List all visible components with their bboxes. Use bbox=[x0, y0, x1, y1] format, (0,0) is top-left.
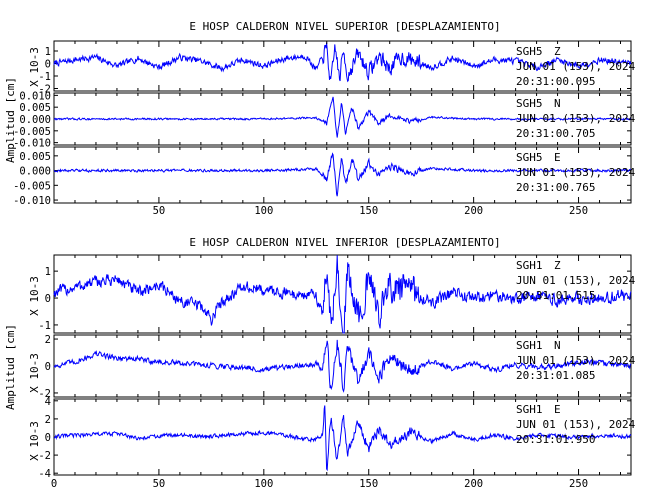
y-tick-label: -2 bbox=[38, 388, 51, 400]
record-time: 20:31:00.095 bbox=[516, 75, 595, 88]
y-tick-label: -0.005 bbox=[13, 126, 51, 138]
panel-frame bbox=[53, 40, 632, 92]
station-label: SGH1 bbox=[516, 259, 543, 272]
y-tick-label: 0 bbox=[45, 59, 51, 71]
record-time: 20:31:01.085 bbox=[516, 369, 595, 382]
upper-level-chart: E HOSP CALDERON NIVEL SUPERIOR [DESPLAZA… bbox=[4, 20, 636, 217]
y-axis-label-upper: Amplitud [cm] bbox=[4, 77, 17, 163]
y-tick-label: 0.000 bbox=[19, 114, 51, 126]
record-date: JUN 01 (153), 2024 bbox=[516, 274, 636, 287]
y-tick-label: 2 bbox=[45, 334, 51, 346]
record-time: 20:31:01.950 bbox=[516, 433, 595, 446]
station-label: SGH1 bbox=[516, 339, 543, 352]
y-tick-label: 0.000 bbox=[19, 166, 51, 178]
waveform-sgh5-e bbox=[53, 152, 632, 197]
y-scale-label: X 10-3 bbox=[28, 276, 41, 316]
component-label: N bbox=[554, 97, 561, 110]
record-date: JUN 01 (153), 2024 bbox=[516, 60, 636, 73]
component-label: N bbox=[554, 339, 561, 352]
y-tick-label: 4 bbox=[45, 396, 51, 408]
y-tick-label: 2 bbox=[45, 414, 51, 426]
x-tick-label: 200 bbox=[464, 205, 483, 217]
y-tick-label: -2 bbox=[38, 450, 51, 462]
y-tick-label: -0.005 bbox=[13, 180, 51, 192]
waveform-sgh1-z bbox=[53, 255, 632, 334]
y-scale-label: X 10-3 bbox=[28, 47, 41, 87]
x-tick-label: 0 bbox=[51, 478, 57, 490]
panel-frame bbox=[53, 146, 632, 204]
y-tick-label: -0.010 bbox=[13, 138, 51, 150]
component-label: E bbox=[554, 403, 561, 416]
y-tick-label: 0 bbox=[45, 293, 51, 305]
y-tick-label: 0.005 bbox=[19, 151, 51, 163]
station-label: SGH1 bbox=[516, 403, 543, 416]
waveform-sgh5-n bbox=[53, 96, 632, 138]
x-tick-label: 100 bbox=[254, 478, 273, 490]
record-date: JUN 01 (153), 2024 bbox=[516, 166, 636, 179]
record-date: JUN 01 (153), 2024 bbox=[516, 112, 636, 125]
y-tick-label: -0.010 bbox=[13, 195, 51, 207]
record-date: JUN 01 (153), 2024 bbox=[516, 354, 636, 367]
y-tick-label: -4 bbox=[38, 468, 51, 480]
y-tick-label: 0.005 bbox=[19, 102, 51, 114]
station-label: SGH5 bbox=[516, 97, 543, 110]
y-scale-label: X 10-3 bbox=[28, 353, 41, 393]
y-tick-label: -2 bbox=[38, 84, 51, 96]
record-date: JUN 01 (153), 2024 bbox=[516, 418, 636, 431]
y-scale-label: X 10-3 bbox=[28, 421, 41, 461]
component-label: Z bbox=[554, 259, 561, 272]
x-tick-label: 150 bbox=[359, 478, 378, 490]
component-label: Z bbox=[554, 45, 561, 58]
component-label: E bbox=[554, 151, 561, 164]
x-tick-label: 250 bbox=[569, 478, 588, 490]
y-tick-label: -1 bbox=[38, 320, 51, 332]
station-label: SGH5 bbox=[516, 45, 543, 58]
waveform-sgh5-z bbox=[53, 42, 632, 83]
y-tick-label: 0 bbox=[45, 361, 51, 373]
y-tick-label: -1 bbox=[38, 71, 51, 83]
y-tick-label: 1 bbox=[45, 266, 51, 278]
y-tick-label: 0.010 bbox=[19, 90, 51, 102]
y-tick-label: 0 bbox=[45, 432, 51, 444]
x-tick-label: 50 bbox=[153, 478, 166, 490]
chart-title-upper: E HOSP CALDERON NIVEL SUPERIOR [DESPLAZA… bbox=[189, 20, 500, 33]
record-time: 20:31:00.705 bbox=[516, 127, 595, 140]
y-tick-label: 1 bbox=[45, 46, 51, 58]
x-tick-label: 200 bbox=[464, 478, 483, 490]
x-tick-label: 100 bbox=[254, 205, 273, 217]
record-time: 20:31:01.515 bbox=[516, 289, 595, 302]
x-tick-label: 50 bbox=[153, 205, 166, 217]
chart-title-lower: E HOSP CALDERON NIVEL INFERIOR [DESPLAZA… bbox=[189, 236, 500, 249]
lower-level-chart: E HOSP CALDERON NIVEL INFERIOR [DESPLAZA… bbox=[4, 236, 636, 490]
waveform-sgh1-n bbox=[53, 339, 632, 393]
record-time: 20:31:00.765 bbox=[516, 181, 595, 194]
x-tick-label: 250 bbox=[569, 205, 588, 217]
station-label: SGH5 bbox=[516, 151, 543, 164]
x-tick-label: 150 bbox=[359, 205, 378, 217]
y-axis-label-lower: Amplitud [cm] bbox=[4, 324, 17, 410]
waveform-sgh1-e bbox=[53, 405, 632, 472]
